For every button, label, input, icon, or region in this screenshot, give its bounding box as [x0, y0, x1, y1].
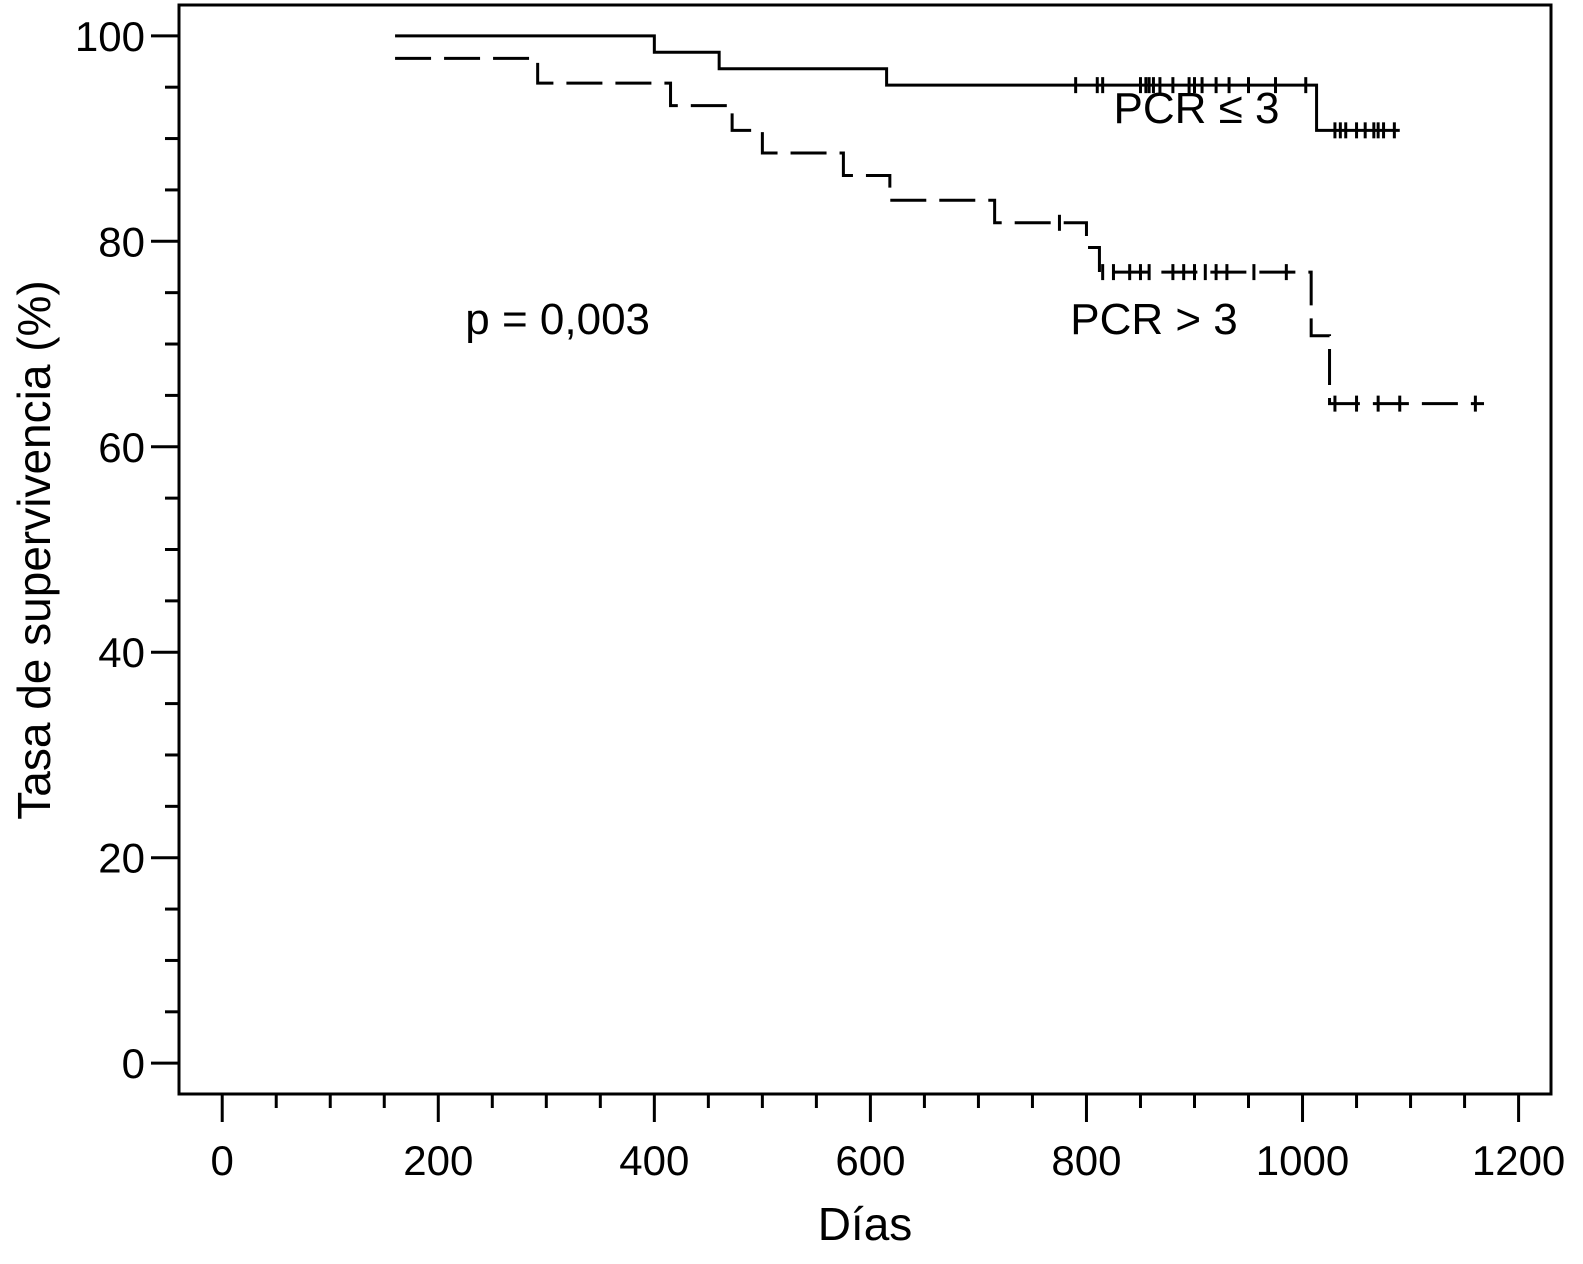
chart-annotation-2: PCR ≤ 3 [1113, 84, 1279, 133]
plot-frame [177, 3, 1553, 1096]
x-tick-label: 0 [211, 1137, 234, 1184]
x-tick-label: 800 [1051, 1137, 1121, 1184]
annotation-layer: p = 0,003 PCR ≤ 3 PCR > 3 [465, 84, 1279, 344]
x-axis-label: Días [818, 1198, 913, 1250]
series-layer [395, 34, 1485, 412]
x-tick-label: 600 [835, 1137, 905, 1184]
x-tick-label: 1200 [1472, 1137, 1565, 1184]
y-tick-label: 80 [98, 218, 145, 265]
y-tick-label: 0 [122, 1040, 145, 1087]
x-axis: 0 200 400 600 800 1000 1200 [211, 1094, 1565, 1184]
y-tick-label: 60 [98, 424, 145, 471]
chart-annotation-1: p = 0,003 [465, 295, 650, 344]
x-tick-label: 1000 [1256, 1137, 1349, 1184]
x-tick-label: 200 [403, 1137, 473, 1184]
chart-annotation-3: PCR > 3 [1070, 295, 1238, 344]
series-line-2 [395, 56, 1485, 406]
y-tick-label: 40 [98, 629, 145, 676]
y-axis-label: Tasa de supervivencia (%) [8, 280, 60, 819]
y-tick-label: 100 [75, 13, 145, 60]
series-line-1 [395, 34, 1400, 132]
x-tick-label: 400 [619, 1137, 689, 1184]
y-tick-label: 20 [98, 835, 145, 882]
y-axis: 0 20 40 60 80 100 [75, 13, 179, 1087]
